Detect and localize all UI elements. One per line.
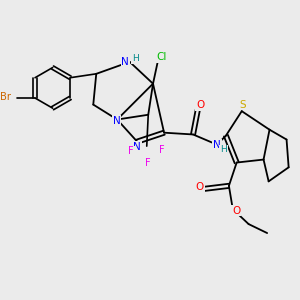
Text: H: H: [132, 54, 139, 63]
Text: N: N: [113, 116, 120, 126]
Text: Cl: Cl: [157, 52, 167, 62]
Text: N: N: [133, 142, 141, 152]
Text: H: H: [220, 146, 227, 154]
Text: O: O: [196, 100, 204, 110]
Text: S: S: [239, 100, 246, 110]
Text: Br: Br: [0, 92, 11, 102]
Text: N: N: [213, 140, 221, 150]
Text: O: O: [232, 206, 241, 216]
Text: F: F: [160, 145, 165, 155]
Text: N: N: [122, 57, 129, 67]
Text: F: F: [128, 146, 134, 157]
Text: F: F: [145, 158, 150, 167]
Text: O: O: [196, 182, 204, 192]
